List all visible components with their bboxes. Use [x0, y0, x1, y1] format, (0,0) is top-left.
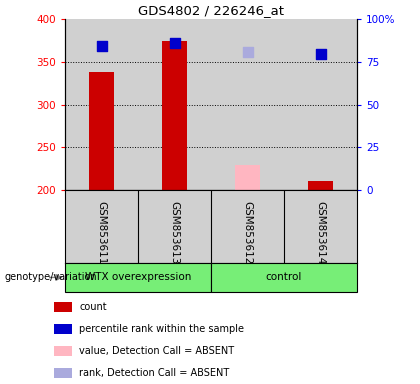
Point — [98, 43, 105, 49]
Text: count: count — [79, 302, 107, 312]
Bar — [308, 181, 333, 190]
Bar — [138, 19, 211, 190]
Text: value, Detection Call = ABSENT: value, Detection Call = ABSENT — [79, 346, 234, 356]
Text: GSM853611: GSM853611 — [97, 201, 107, 265]
Bar — [65, 263, 211, 292]
Text: rank, Detection Call = ABSENT: rank, Detection Call = ABSENT — [79, 368, 229, 378]
Text: GSM853613: GSM853613 — [170, 201, 180, 265]
Bar — [211, 263, 357, 292]
Bar — [89, 72, 114, 190]
Bar — [54, 302, 73, 311]
Bar — [54, 346, 73, 356]
Title: GDS4802 / 226246_at: GDS4802 / 226246_at — [138, 3, 284, 17]
Bar — [284, 19, 357, 190]
Bar — [211, 19, 284, 190]
Bar — [54, 368, 73, 378]
Text: control: control — [266, 272, 302, 283]
Bar — [54, 324, 73, 334]
Text: genotype/variation: genotype/variation — [4, 272, 97, 283]
Point — [317, 51, 324, 57]
Text: GSM853614: GSM853614 — [315, 201, 326, 265]
Text: percentile rank within the sample: percentile rank within the sample — [79, 324, 244, 334]
Text: WTX overexpression: WTX overexpression — [85, 272, 191, 283]
Text: GSM853612: GSM853612 — [242, 201, 252, 265]
Bar — [162, 41, 187, 190]
Bar — [65, 19, 138, 190]
Bar — [235, 165, 260, 190]
Point — [171, 40, 178, 46]
Point — [244, 49, 251, 55]
